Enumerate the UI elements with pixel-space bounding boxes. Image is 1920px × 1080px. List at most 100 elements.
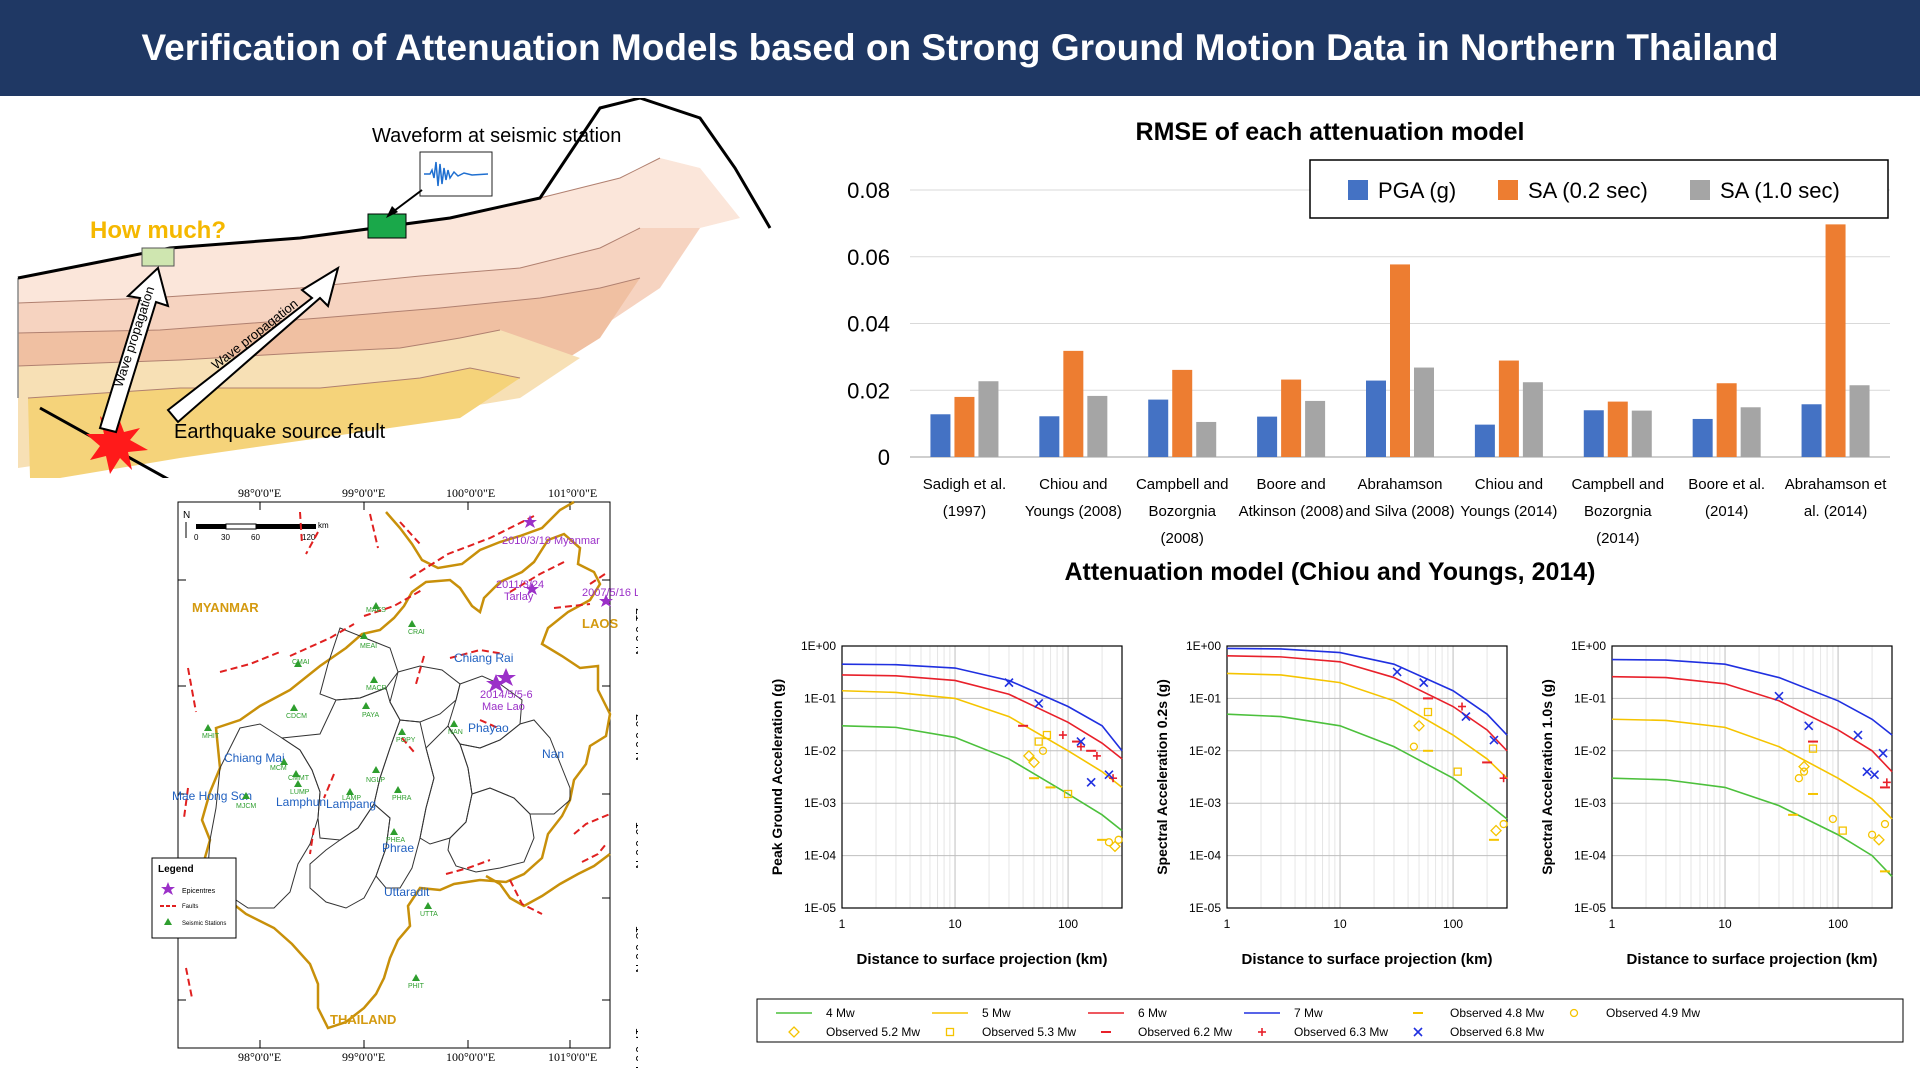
lat-label-left: 17°0'0"N <box>150 1028 151 1068</box>
x-category-label: (2014) <box>1705 503 1748 520</box>
observed-point <box>1022 749 1035 762</box>
legend-label: 4 Mw <box>826 1006 855 1020</box>
bar-sa-1-0-sec- <box>1305 400 1326 457</box>
scale-tick: 0 <box>194 533 199 542</box>
epicentres <box>486 515 613 692</box>
y-tick-label: 1E-05 <box>804 901 836 915</box>
y-tick-label: 1E-02 <box>804 744 836 758</box>
bar-sa-1-0-sec- <box>1414 367 1434 457</box>
model-line-4-mw <box>841 724 1123 832</box>
y-tick-label: 1E+00 <box>1186 639 1221 653</box>
x-category-label: Bozorgnia <box>1584 503 1652 520</box>
x-category-label: Youngs (2014) <box>1460 503 1557 520</box>
observed-point <box>1862 767 1872 777</box>
epicentre-star-icon <box>599 594 613 607</box>
station-triangle-icon <box>294 780 302 787</box>
station-triangle-icon <box>294 660 302 667</box>
y-tick-label: 1E-04 <box>1189 849 1221 863</box>
legend-entry: Observed 5.3 Mw <box>945 1025 1076 1039</box>
bar-pga-g- <box>930 414 951 457</box>
observed-point <box>1489 735 1499 745</box>
event-label: 2007/5/16 Laos <box>582 587 638 599</box>
y-tick-label: 1E-01 <box>804 691 836 705</box>
epicentre-star-icon <box>486 674 506 692</box>
epicentre-star-icon <box>496 668 516 686</box>
lat-label-right: 18°0'0"N <box>633 926 638 973</box>
x-tick-label: 1 <box>1609 917 1616 931</box>
epicentre-star-icon <box>525 582 539 595</box>
x-tick-label: 1 <box>1224 917 1231 931</box>
north-arrow-icon: N <box>183 510 190 521</box>
observed-point <box>1058 731 1067 740</box>
observed-point <box>1799 767 1809 776</box>
bar-pga-g- <box>1474 424 1495 457</box>
legend-station-icon <box>164 918 172 925</box>
source-fault-label: Earthquake source fault <box>174 421 386 443</box>
legend-entry: Observed 4.8 Mw <box>1413 1006 1544 1020</box>
observed-point <box>1873 833 1885 846</box>
legend-label: Observed 6.8 Mw <box>1450 1025 1544 1039</box>
legend-entry: Observed 6.8 Mw <box>1413 1025 1544 1039</box>
province-label: Phayao <box>468 721 509 735</box>
waveform-trace <box>424 161 489 187</box>
bar-pga-g- <box>1366 380 1386 457</box>
station-code: MCM <box>270 765 287 772</box>
legend-entry: Observed 6.2 Mw <box>1101 1025 1232 1039</box>
bar-sa-0-2-sec- <box>1281 379 1302 457</box>
model-line-6-mw <box>841 674 1123 760</box>
observed-point <box>1086 777 1096 787</box>
station-triangle-icon <box>242 792 250 799</box>
lat-label-right: 21°0'0"N <box>633 608 638 655</box>
scale-tick: 30 <box>221 533 230 542</box>
map-frame <box>177 501 611 1049</box>
y-tick-label: 0.04 <box>847 312 890 337</box>
lon-label-top: 101°0'0"E <box>548 486 598 500</box>
x-category-label: Abrahamson <box>1357 476 1442 493</box>
x-category-label: Chiou and <box>1039 476 1107 493</box>
y-tick-label: 1E-01 <box>1189 691 1221 705</box>
observed-point <box>1104 770 1114 780</box>
station-triangle-icon <box>346 788 354 795</box>
waveform-label: Waveform at seismic station <box>372 125 621 147</box>
observed-point <box>1114 835 1123 844</box>
observed-point <box>1413 1027 1423 1037</box>
country-label-laos: LAOS <box>582 616 618 631</box>
lat-label-right: 17°0'0"N <box>633 1028 638 1068</box>
y-axis-label: Peak Ground Acceleration (g) <box>769 679 785 875</box>
province-label: Lamphun <box>276 795 326 809</box>
observed-point <box>1838 826 1847 835</box>
bar-sa-0-2-sec- <box>1390 264 1410 457</box>
station-triangle-icon <box>398 728 406 735</box>
province-label: Lampang <box>326 797 376 811</box>
event-label: 2014/5/5-6 <box>480 689 533 701</box>
international-border-east <box>485 853 611 908</box>
y-tick-label: 1E-04 <box>1574 849 1606 863</box>
station-triangle-icon <box>370 676 378 683</box>
bar-sa-0-2-sec- <box>954 396 975 457</box>
study-area-map: 98°0'0"E 99°0'0"E 100°0'0"E 101°0'0"E 98… <box>150 486 638 1068</box>
event-label: Mae Lao <box>482 701 525 713</box>
x-category-label: Chiou and <box>1475 476 1543 493</box>
province-label: Mae Hong Son <box>172 789 252 803</box>
target-site-icon <box>141 247 175 267</box>
x-axis-label: Distance to surface projection (km) <box>1242 951 1493 968</box>
observed-point <box>1828 814 1838 824</box>
rmse-chart-title: RMSE of each attenuation model <box>1136 118 1525 146</box>
observed-point <box>1034 698 1044 709</box>
observed-point <box>1794 774 1804 783</box>
station-code: CMAI <box>292 659 310 666</box>
y-tick-label: 1E-02 <box>1574 744 1606 758</box>
attenuation-section-title: Attenuation model (Chiou and Youngs, 201… <box>1064 558 1596 586</box>
legend-entry: 4 Mw <box>776 1006 855 1020</box>
rmse-bar-chart: RMSE of each attenuation model Root mean… <box>847 118 1890 547</box>
station-triangle-icon <box>424 902 432 909</box>
wave-propagation-diagram: Wave propagation Wave propagation Wavefo… <box>17 98 772 478</box>
station-code: CRAI <box>408 629 425 636</box>
bar-sa-1-0-sec- <box>1631 410 1652 457</box>
bar-sa-1-0-sec- <box>1849 385 1870 457</box>
bar-sa-0-2-sec- <box>1063 350 1084 457</box>
observed-point <box>1804 721 1814 731</box>
observed-point <box>1413 719 1425 732</box>
country-label-myanmar: MYANMAR <box>192 600 259 615</box>
x-category-label: Atkinson (2008) <box>1239 503 1344 520</box>
